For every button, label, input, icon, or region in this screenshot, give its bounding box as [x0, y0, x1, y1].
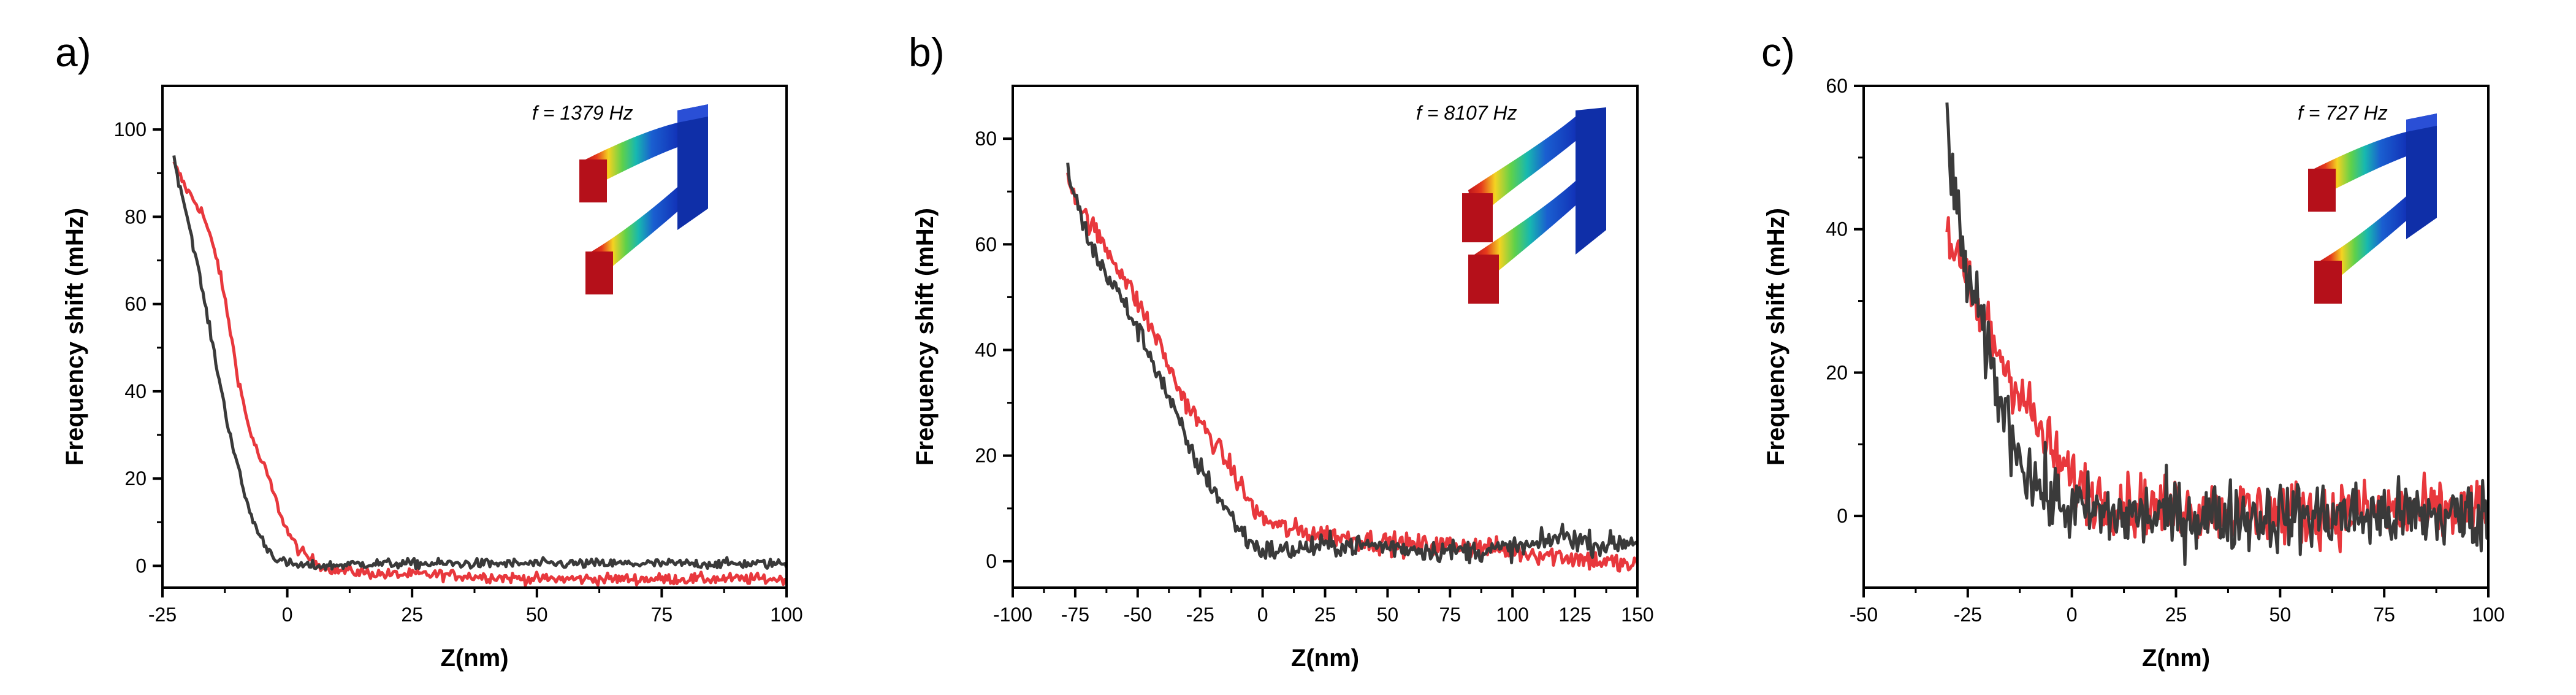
x-tick-label: 0: [1257, 604, 1268, 626]
y-tick-label: 100: [114, 118, 147, 140]
x-tick-label: -25: [1186, 604, 1214, 626]
inset-lower-tip: [585, 252, 613, 294]
x-tick-label: -50: [1850, 604, 1878, 626]
x-axis-title: Z(nm): [440, 645, 508, 672]
y-tick-label: 20: [975, 445, 997, 467]
panel-label: c): [1761, 29, 1795, 75]
series-line-grey: [1945, 102, 2488, 566]
y-tick-label: 0: [986, 550, 997, 572]
inset-lower-tip: [2314, 261, 2342, 304]
x-tick-label: 100: [1496, 604, 1529, 626]
inset-block-side: [2406, 113, 2437, 239]
frequency-annotation: f = 1379 Hz: [532, 102, 633, 124]
x-tick-label: 100: [2472, 604, 2504, 626]
inset-upper-tip: [2308, 169, 2336, 212]
y-axis-title: Frequency shift (mHz): [1762, 208, 1789, 466]
y-tick-label: 40: [1826, 218, 1848, 240]
x-tick-label: 75: [2373, 604, 2395, 626]
inset-lower-prong: [1474, 181, 1576, 285]
x-tick-label: -75: [1061, 604, 1089, 626]
x-tick-label: -100: [993, 604, 1032, 626]
x-tick-label: 25: [1314, 604, 1336, 626]
inset-upper-tip: [1462, 193, 1493, 242]
x-axis-title: Z(nm): [1291, 645, 1359, 672]
series-line-grey: [1066, 163, 1637, 564]
x-tick-label: 50: [526, 604, 548, 626]
frequency-annotation: f = 8107 Hz: [1416, 102, 1517, 124]
cantilever-inset: [1462, 107, 1606, 304]
y-tick-label: 60: [1826, 75, 1848, 97]
inset-lower-tip: [1468, 255, 1499, 304]
y-tick-label: 80: [124, 205, 147, 228]
cantilever-inset: [579, 104, 708, 294]
y-tick-label: 0: [1837, 505, 1848, 527]
y-tick-label: 20: [1826, 361, 1848, 383]
chart-panel-1: b) -100 -75 -50 -25 0 25 50 75 100 125 150 0 20 40 60 80…: [909, 29, 1654, 672]
y-tick-label: 60: [975, 233, 997, 255]
x-tick-label: 0: [282, 604, 293, 626]
x-tick-label: 75: [1439, 604, 1461, 626]
x-tick-label: 150: [1621, 604, 1653, 626]
x-tick-label: -25: [1954, 604, 1982, 626]
y-tick-label: 20: [124, 467, 147, 490]
series-line-red: [172, 161, 787, 587]
chart-panel-0: a) -25 0 25 50 75 100 0 20 40 60 80 100 Z(nm) Frequenc…: [55, 29, 803, 672]
series-line-red: [1066, 172, 1637, 573]
inset-block-side: [677, 104, 708, 230]
chart-panel-2: c) -50 -25 0 25 50 75 100 0 20 40 60 Z(nm) Frequency …: [1761, 29, 2505, 672]
x-axis-title: Z(nm): [2142, 645, 2210, 672]
panel-label: b): [909, 29, 945, 75]
x-tick-label: 75: [651, 604, 673, 626]
y-tick-label: 0: [135, 555, 147, 577]
series-line-grey: [172, 155, 787, 571]
inset-upper-prong: [585, 123, 677, 187]
y-axis-title: Frequency shift (mHz): [61, 208, 88, 466]
x-tick-label: 50: [1377, 604, 1399, 626]
x-tick-label: 125: [1558, 604, 1591, 626]
x-tick-label: -50: [1124, 604, 1152, 626]
y-tick-label: 80: [975, 128, 997, 150]
y-axis-title: Frequency shift (mHz): [912, 208, 939, 466]
inset-block-top: [677, 104, 708, 123]
panel-label: a): [55, 29, 91, 75]
inset-upper-prong: [2314, 132, 2406, 196]
x-tick-label: 100: [770, 604, 802, 626]
x-tick-label: -25: [148, 604, 177, 626]
y-tick-label: 60: [124, 293, 147, 315]
frequency-annotation: f = 727 Hz: [2298, 102, 2388, 124]
x-tick-label: 0: [2067, 604, 2078, 626]
cantilever-inset: [2308, 113, 2437, 304]
x-tick-label: 50: [2269, 604, 2292, 626]
y-tick-label: 40: [975, 339, 997, 361]
inset-block-top: [2406, 113, 2437, 132]
inset-block-side: [1576, 107, 1606, 255]
inset-upper-prong: [1468, 117, 1576, 221]
x-tick-label: 25: [2165, 604, 2187, 626]
inset-upper-tip: [579, 159, 607, 202]
y-tick-label: 40: [124, 380, 147, 402]
x-tick-label: 25: [401, 604, 423, 626]
